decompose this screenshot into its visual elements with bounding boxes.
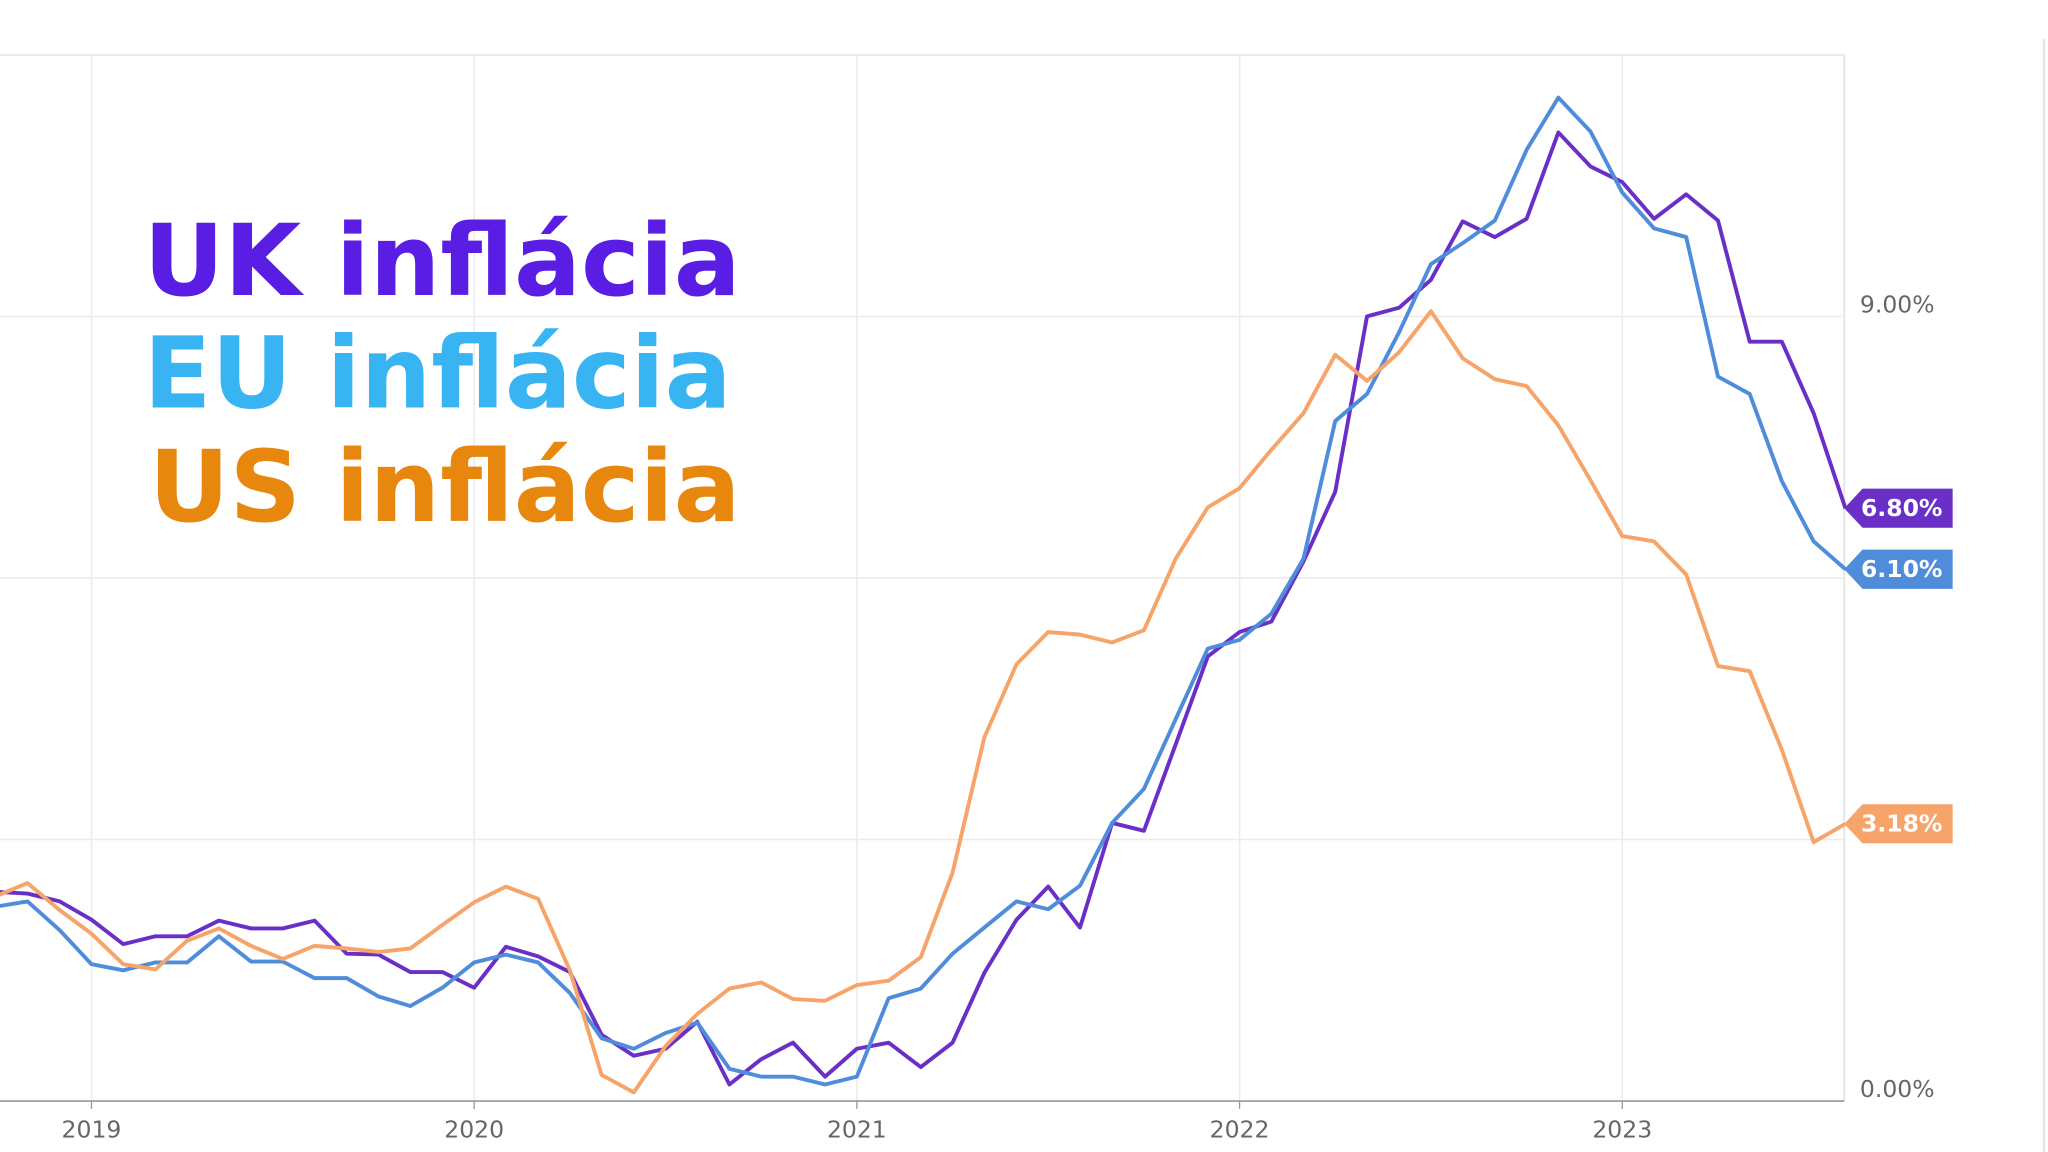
y-tick-label: 9.00% — [1860, 290, 1935, 318]
x-tick-label: 2022 — [1210, 1116, 1270, 1144]
end-label: 6.80% — [1861, 494, 1943, 522]
end-badge — [1844, 804, 1953, 844]
series-line — [0, 309, 1847, 1095]
x-tick-label: 2023 — [1592, 1116, 1652, 1144]
end-label: 3.18% — [1861, 810, 1943, 838]
x-tick-label: 2019 — [62, 1116, 122, 1144]
series-line — [0, 95, 1847, 1087]
series-line — [0, 130, 1848, 1087]
legend-entry: UK inflácia — [144, 204, 741, 319]
end-badge — [1844, 549, 1953, 589]
legend-entry: US inflácia — [149, 430, 741, 545]
end-label: 6.10% — [1861, 555, 1943, 583]
y-tick-label: 0.00% — [1860, 1075, 1935, 1103]
end-badge — [1844, 488, 1953, 528]
x-tick-label: 2021 — [827, 1116, 887, 1144]
x-tick-label: 2020 — [444, 1116, 504, 1144]
legend-entry: EU inflácia — [144, 316, 732, 431]
